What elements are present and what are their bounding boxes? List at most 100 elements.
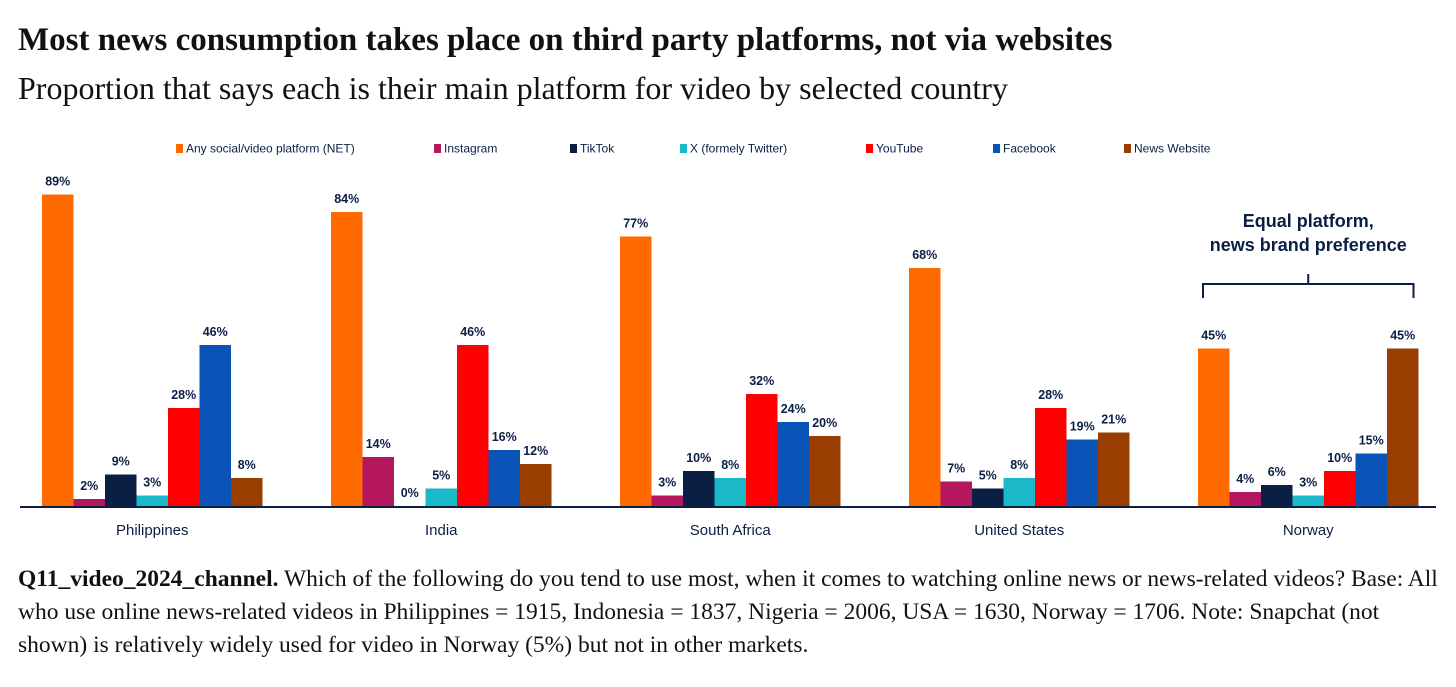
bar-group: 77% 3% 10% 8% 32% 24% 20%	[620, 217, 841, 506]
data-label: 12%	[523, 444, 548, 458]
data-label: 2%	[80, 479, 98, 493]
data-label: 20%	[812, 416, 837, 430]
bar	[940, 481, 972, 506]
data-label: 32%	[749, 374, 774, 388]
bar	[1035, 408, 1067, 506]
data-label: 8%	[1010, 458, 1028, 472]
bar	[457, 345, 489, 506]
bar	[1292, 495, 1324, 506]
data-label: 45%	[1390, 329, 1415, 343]
legend-item: YouTube	[866, 142, 923, 156]
data-label: 21%	[1101, 413, 1126, 427]
data-label: 9%	[112, 455, 130, 469]
legend-swatch	[570, 144, 577, 153]
bar	[777, 422, 809, 506]
footnote-text: Which of the following do you tend to us…	[18, 566, 1438, 658]
bar	[1261, 485, 1293, 506]
data-label: 4%	[1236, 472, 1254, 486]
bar	[199, 345, 231, 506]
legend-item: Facebook	[993, 142, 1057, 156]
bar	[105, 474, 137, 506]
data-label: 28%	[171, 388, 196, 402]
bar	[651, 495, 683, 506]
bar-groups: 89% 2% 9% 3% 28% 46% 8% 84% 14% 0% 5% 46% 16% 12% 77% 3…	[42, 175, 1419, 506]
bar	[1387, 348, 1419, 506]
bar	[1229, 492, 1261, 506]
data-label: 8%	[721, 458, 739, 472]
bar	[909, 268, 941, 506]
bar-group: 84% 14% 0% 5% 46% 16% 12%	[331, 192, 552, 506]
bar-chart: Any social/video platform (NET) Instagram…	[20, 142, 1436, 539]
data-label: 68%	[912, 248, 937, 262]
bar	[714, 478, 746, 506]
data-label: 45%	[1201, 329, 1226, 343]
bar	[425, 488, 457, 506]
footnote-label: Q11_video_2024_channel.	[18, 566, 279, 592]
legend-swatch	[680, 144, 687, 153]
data-label: 46%	[203, 325, 228, 339]
data-label: 3%	[1299, 476, 1317, 490]
data-label: 14%	[366, 437, 391, 451]
x-tick-label: South Africa	[690, 522, 772, 539]
bar	[683, 471, 715, 506]
legend-label: Facebook	[1003, 142, 1057, 156]
data-label: 89%	[45, 175, 70, 189]
data-label: 8%	[238, 458, 256, 472]
bar	[136, 495, 168, 506]
x-axis-labels: Philippines India South Africa United State…	[116, 522, 1334, 539]
bar-group: 68% 7% 5% 8% 28% 19% 21%	[909, 248, 1130, 506]
bar	[746, 394, 778, 506]
bar	[331, 212, 363, 506]
bar	[362, 457, 394, 506]
bar	[1324, 471, 1356, 506]
data-label: 84%	[334, 192, 359, 206]
annotation-bracket	[1202, 274, 1415, 298]
data-label: 77%	[623, 217, 648, 231]
bar	[1098, 432, 1130, 506]
legend-swatch	[993, 144, 1000, 153]
chart-subtitle: Proportion that says each is their main …	[18, 70, 1008, 106]
bar	[42, 194, 74, 506]
chart-title: Most news consumption takes place on thi…	[18, 22, 1113, 58]
annotation: Equal platform, news brand preference	[1202, 211, 1415, 298]
legend-swatch	[866, 144, 873, 153]
bar	[972, 488, 1004, 506]
bar	[809, 436, 841, 506]
data-label: 6%	[1268, 465, 1286, 479]
bar	[1198, 348, 1230, 506]
data-label: 16%	[492, 430, 517, 444]
legend-label: TikTok	[580, 142, 615, 156]
x-tick-label: United States	[974, 522, 1064, 539]
legend-item: News Website	[1124, 142, 1211, 156]
data-label: 28%	[1038, 388, 1063, 402]
data-label: 24%	[781, 402, 806, 416]
bar-group: 45% 4% 6% 3% 10% 15% 45%	[1198, 329, 1419, 506]
legend-label: Instagram	[444, 142, 497, 156]
legend-swatch	[1124, 144, 1131, 153]
legend: Any social/video platform (NET) Instagram…	[176, 142, 1211, 156]
data-label: 5%	[432, 469, 450, 483]
x-tick-label: Norway	[1283, 522, 1334, 539]
bar	[168, 408, 200, 506]
footnote: Q11_video_2024_channel. Which of the fol…	[18, 563, 1443, 662]
annotation-text: news brand preference	[1210, 235, 1407, 255]
data-label: 7%	[947, 462, 965, 476]
data-label: 10%	[1327, 451, 1352, 465]
data-label: 15%	[1359, 434, 1384, 448]
legend-item: Instagram	[434, 142, 497, 156]
x-tick-label: India	[425, 522, 458, 539]
bar-group: 89% 2% 9% 3% 28% 46% 8%	[42, 175, 263, 506]
legend-item: TikTok	[570, 142, 615, 156]
data-label: 46%	[460, 325, 485, 339]
bar	[1003, 478, 1035, 506]
bar	[73, 499, 105, 506]
bar	[1066, 439, 1098, 506]
bar	[620, 236, 652, 506]
legend-swatch	[176, 144, 183, 153]
bar	[520, 464, 552, 506]
data-label: 5%	[979, 469, 997, 483]
data-label: 3%	[143, 476, 161, 490]
data-label: 19%	[1070, 420, 1095, 434]
bar	[1355, 453, 1387, 506]
data-label: 10%	[686, 451, 711, 465]
